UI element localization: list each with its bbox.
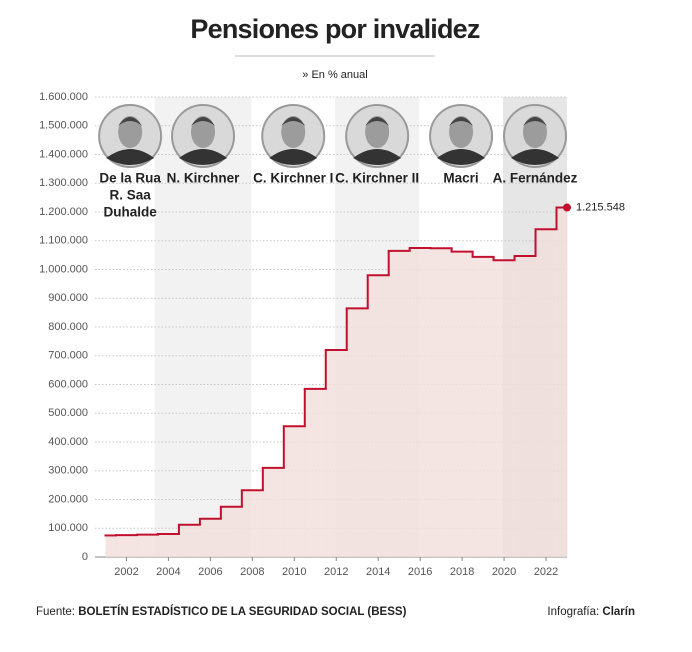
y-tick-label: 1.000.000: [39, 263, 88, 275]
y-tick-label: 900.000: [48, 292, 88, 304]
period-label: C. Kirchner II: [335, 171, 419, 186]
x-tick-label: 2006: [198, 566, 222, 578]
source-label: Fuente:: [36, 606, 75, 618]
area-step: [493, 260, 516, 557]
area-step: [115, 535, 138, 557]
portrait-body: [179, 149, 228, 165]
portrait-hair: [118, 117, 143, 126]
plot: 1.215.548: [104, 201, 625, 558]
portrait-face: [523, 116, 548, 148]
area-step: [178, 524, 201, 557]
y-tick-label: 100.000: [48, 522, 88, 534]
area-step: [220, 506, 243, 557]
credit-label: Infografía:: [547, 606, 599, 618]
portrait-hair: [449, 117, 474, 126]
portrait-body: [437, 149, 486, 165]
y-tick-label: 200.000: [48, 493, 88, 505]
area-step: [283, 426, 306, 557]
x-tick-label: 2010: [282, 566, 306, 578]
y-tick-label: 500.000: [48, 407, 88, 419]
area-step: [136, 534, 159, 557]
area-step: [367, 275, 390, 557]
x-tick-label: 2012: [324, 566, 348, 578]
x-tick-label: 2014: [366, 566, 390, 578]
area-step: [304, 388, 327, 557]
end-dot: [563, 203, 571, 212]
source: Fuente: BOLETÍN ESTADÍSTICO DE LA SEGURI…: [36, 605, 407, 618]
y-tick-label: 700.000: [48, 350, 88, 362]
area-step: [514, 255, 537, 558]
y-tick-label: 1.100.000: [39, 235, 88, 247]
period-label: R. Saa: [109, 188, 151, 203]
y-tick-label: 1.300.000: [39, 177, 88, 189]
portrait: [98, 104, 163, 168]
area-step: [325, 350, 348, 557]
portrait: [171, 104, 236, 168]
area-step: [241, 490, 264, 557]
y-tick-label: 0: [82, 551, 88, 563]
portrait-face: [191, 116, 216, 148]
period-label: Duhalde: [104, 205, 158, 220]
portrait-body: [511, 149, 560, 165]
area-step: [346, 308, 369, 557]
credit: Infografía: Clarín: [547, 606, 635, 618]
x-tick-label: 2002: [114, 566, 138, 578]
y-tick-label: 800.000: [48, 321, 88, 333]
source-name: BOLETÍN ESTADÍSTICO DE LA SEGURIDAD SOCI…: [78, 605, 406, 618]
y-tick-label: 1.600.000: [39, 91, 88, 103]
portrait-hair: [191, 117, 216, 126]
portrait: [345, 104, 410, 168]
area-step: [472, 256, 495, 557]
area-step: [556, 207, 568, 557]
area-step: [409, 247, 432, 557]
periods: De la Rua R. Saa Duhalde N. Kirchner C. Kirc…: [98, 104, 578, 220]
area-step: [388, 250, 411, 557]
chart-title: Pensiones por invalidez: [190, 14, 479, 44]
area-step: [157, 534, 180, 557]
period-label: C. Kirchner I: [253, 171, 333, 186]
x-tick-label: 2020: [492, 566, 516, 578]
portrait-hair: [281, 117, 306, 126]
period-label: De la Rua: [99, 171, 161, 186]
y-tick-label: 1.500.000: [39, 120, 88, 132]
portrait-face: [449, 116, 474, 148]
x-tick-label: 2022: [534, 566, 558, 578]
area-step: [430, 248, 453, 557]
area-step: [451, 251, 474, 558]
portrait: [429, 104, 494, 168]
portrait-face: [281, 116, 306, 148]
x-tick-label: 2008: [240, 566, 264, 578]
period-label: A. Fernández: [493, 171, 578, 186]
period-label: N. Kirchner: [167, 171, 241, 186]
value-label: 1.215.548: [576, 201, 625, 213]
portrait-face: [118, 116, 143, 148]
credit-name: Clarín: [602, 606, 635, 618]
x-tick-label: 2004: [156, 566, 180, 578]
x-tick-label: 2018: [450, 566, 474, 578]
portrait-body: [106, 149, 155, 165]
portrait-body: [353, 149, 402, 165]
area-step: [262, 467, 285, 557]
portrait-face: [365, 116, 390, 148]
y-tick-label: 300.000: [48, 465, 88, 477]
area-step: [199, 518, 222, 557]
portrait-hair: [365, 117, 390, 126]
period-label: Macri: [443, 171, 478, 186]
y-tick-label: 600.000: [48, 378, 88, 390]
area-step: [535, 229, 558, 557]
portrait-hair: [523, 117, 548, 126]
area-step: [105, 535, 117, 557]
x-tick-label: 2016: [408, 566, 432, 578]
portrait: [503, 104, 568, 168]
portrait-body: [269, 149, 318, 165]
subtitle: » En % anual: [302, 69, 367, 81]
y-tick-label: 1.400.000: [39, 148, 88, 160]
y-tick-label: 1.200.000: [39, 206, 88, 218]
portrait: [261, 104, 326, 168]
y-tick-label: 400.000: [48, 436, 88, 448]
